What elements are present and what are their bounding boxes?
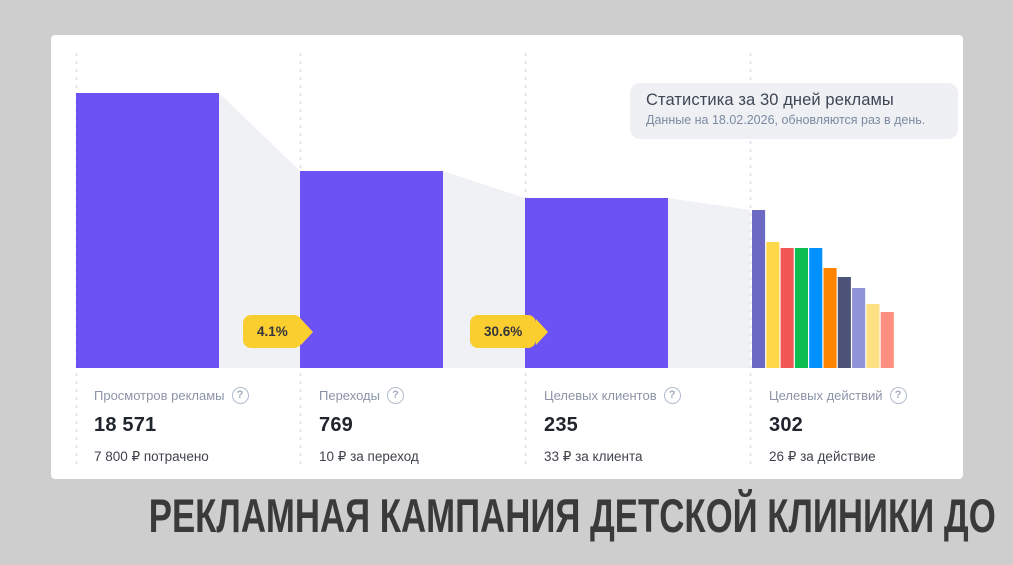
question-icon[interactable]: ?: [231, 387, 249, 404]
stat-label-row: Целевых действий ?: [769, 387, 974, 404]
target-action-mini-bar: [866, 304, 880, 368]
stat-label: Целевых клиентов: [544, 388, 657, 403]
funnel-bar: [525, 198, 668, 368]
target-action-mini-bar: [852, 288, 866, 368]
conversion-badge-clicks-to-clients: 30.6%: [470, 315, 537, 348]
target-action-mini-bar: [880, 312, 894, 368]
stat-value: 769: [319, 414, 353, 436]
target-action-mini-bar: [794, 248, 808, 368]
conversion-badge-label: 30.6%: [484, 324, 523, 339]
stats-period-box: Статистика за 30 дней рекламы Данные на …: [630, 83, 958, 139]
stat-cost-note: 10 ₽ за переход: [319, 449, 419, 464]
caption-text: РЕКЛАМНАЯ КАМПАНИЯ ДЕТСКОЙ КЛИНИКИ ДО: [148, 489, 996, 542]
stat-column-clicks: Переходы ? 769 10 ₽ за переход: [319, 387, 524, 465]
target-action-mini-bar: [766, 242, 780, 368]
stat-column-target-clients: Целевых клиентов ? 235 33 ₽ за клиента: [544, 387, 749, 465]
stat-label-row: Переходы ?: [319, 387, 524, 404]
conversion-badge-label: 4.1%: [257, 324, 288, 339]
stat-label-row: Просмотров рекламы ?: [94, 387, 299, 404]
question-icon[interactable]: ?: [386, 387, 404, 404]
target-action-mini-bar: [780, 248, 794, 368]
stat-cost-note: 7 800 ₽ потрачено: [94, 449, 209, 464]
conversion-badge-views-to-clicks: 4.1%: [243, 315, 302, 348]
caption-title: РЕКЛАМНАЯ КАМПАНИЯ ДЕТСКОЙ КЛИНИКИ ДО: [0, 489, 1013, 542]
stat-label: Целевых действий: [769, 388, 883, 403]
stats-card: Статистика за 30 дней рекламы Данные на …: [51, 35, 963, 479]
stat-label-row: Целевых клиентов ?: [544, 387, 749, 404]
funnel-connector: [219, 93, 300, 368]
stat-value: 235: [544, 414, 578, 436]
stat-label: Просмотров рекламы: [94, 388, 225, 403]
question-icon[interactable]: ?: [663, 387, 681, 404]
stats-period-subtitle: Данные на 18.02.2026, обновляются раз в …: [646, 113, 926, 127]
stat-cost-note: 33 ₽ за клиента: [544, 449, 643, 464]
target-action-mini-bar: [752, 210, 766, 368]
stats-period-title: Статистика за 30 дней рекламы: [646, 91, 894, 109]
funnel-connector: [668, 198, 750, 368]
stat-column-views: Просмотров рекламы ? 18 571 7 800 ₽ потр…: [94, 387, 299, 465]
target-action-mini-bar: [823, 268, 837, 368]
stat-cost-note: 26 ₽ за действие: [769, 449, 876, 464]
target-action-mini-bar: [809, 248, 823, 368]
funnel-bar: [300, 171, 443, 368]
stat-value: 18 571: [94, 414, 157, 436]
funnel-chart: [75, 53, 894, 468]
stat-column-target-actions: Целевых действий ? 302 26 ₽ за действие: [769, 387, 974, 465]
funnel-bar: [76, 93, 219, 368]
question-icon[interactable]: ?: [889, 387, 907, 404]
stat-label: Переходы: [319, 388, 380, 403]
stat-value: 302: [769, 414, 803, 436]
target-action-mini-bar: [837, 277, 851, 368]
